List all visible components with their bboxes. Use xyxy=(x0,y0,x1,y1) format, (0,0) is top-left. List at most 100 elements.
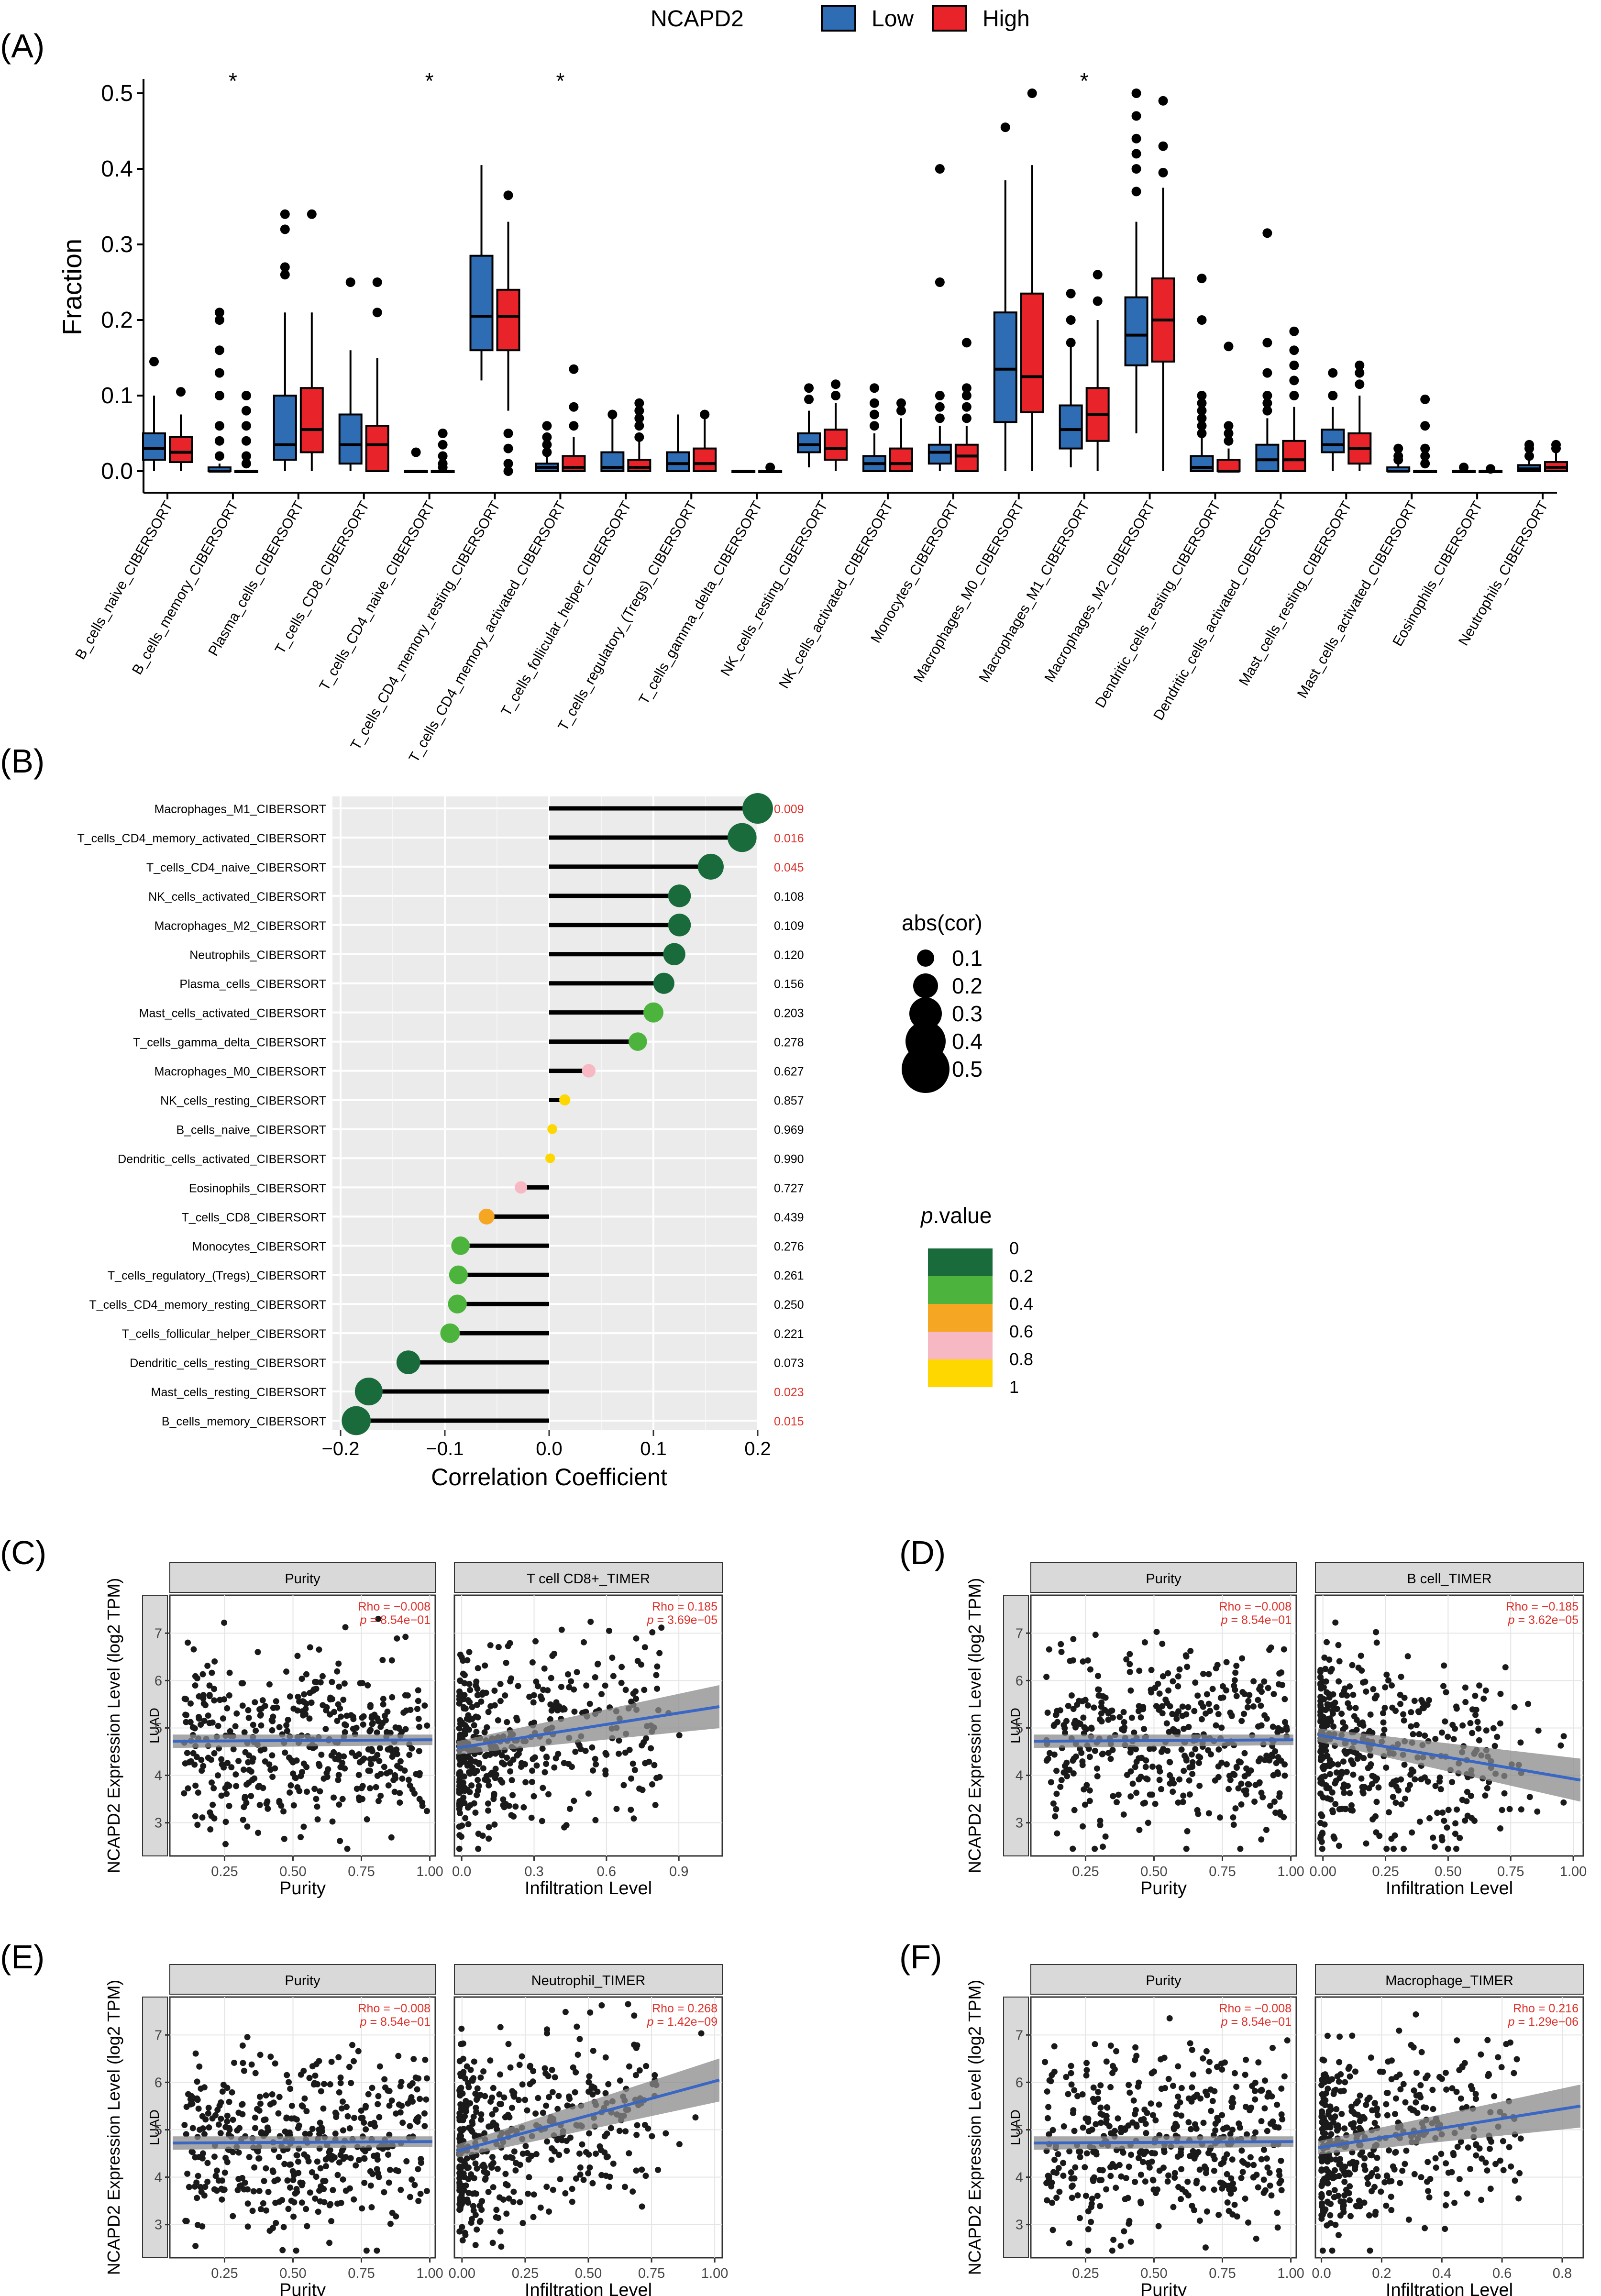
scatter-point xyxy=(494,2165,501,2172)
scatter-point xyxy=(550,2186,556,2193)
scatter-point xyxy=(1187,2152,1193,2159)
scatter-point xyxy=(303,1764,310,1770)
scatter-point xyxy=(261,2178,267,2185)
scatter-point xyxy=(676,1732,683,1739)
scatter-point xyxy=(1192,2121,1198,2128)
scatter-point xyxy=(189,2125,196,2131)
box-outlier xyxy=(1131,111,1141,121)
scatter-point xyxy=(397,1758,404,1765)
scatter-point xyxy=(294,1784,301,1791)
scatter-point xyxy=(1187,2040,1193,2047)
scatter-point xyxy=(480,1765,486,1772)
box-outlier xyxy=(1355,368,1365,378)
scatter-point xyxy=(543,1761,550,1767)
scatter-point xyxy=(1338,1691,1345,1698)
scatter-point xyxy=(1097,1817,1104,1824)
scatter-point xyxy=(1382,1684,1389,1690)
scatter-point xyxy=(286,2129,293,2136)
scatter-point xyxy=(1368,2054,1374,2061)
scatter-point xyxy=(320,1775,327,1782)
scatter-point xyxy=(294,2189,300,2196)
scatter-point xyxy=(188,2148,195,2155)
legend-title: NCAPD2 xyxy=(651,6,744,32)
box-low xyxy=(1190,455,1214,473)
scatter-point xyxy=(1408,2042,1414,2048)
scatter-point xyxy=(1473,2152,1480,2159)
scatter-point xyxy=(1042,2059,1049,2065)
scatter-point xyxy=(358,2115,364,2121)
scatter-point xyxy=(375,1798,382,1804)
scatter-point xyxy=(1137,1714,1144,1721)
scatter-point xyxy=(1058,1648,1065,1655)
y-tick-label: 0.0 xyxy=(101,459,133,484)
scatter-point xyxy=(1060,2172,1067,2179)
scatter-point xyxy=(1261,1757,1268,1764)
scatter-point xyxy=(472,2160,479,2167)
scatter-point xyxy=(210,1785,217,1791)
box-outlier xyxy=(542,447,552,457)
scatter-point xyxy=(1252,2129,1259,2136)
scatter-point xyxy=(212,2173,219,2179)
scatter-point xyxy=(504,1719,510,1725)
scatter-point xyxy=(604,2130,610,2137)
scatter-point xyxy=(1113,2048,1120,2054)
scatter-point xyxy=(1063,1759,1070,1766)
scatter-point xyxy=(1438,1729,1445,1736)
scatter-point xyxy=(1276,2180,1283,2186)
scatter-point xyxy=(1406,1782,1413,1788)
scatter-point xyxy=(471,2058,477,2065)
scatter-point xyxy=(336,1683,342,1690)
scatter-point xyxy=(421,2110,428,2117)
scatter-point xyxy=(1350,1691,1357,1698)
scatter-point xyxy=(1397,2086,1404,2093)
scatter-point xyxy=(543,1754,550,1760)
scatter-point xyxy=(505,2041,512,2047)
scatter-point xyxy=(1332,1700,1338,1706)
scatter-point xyxy=(302,2130,309,2137)
box-outlier xyxy=(241,459,251,469)
scatter-point xyxy=(530,2068,537,2075)
p-value-label: 0.276 xyxy=(774,1240,804,1253)
y-tick-label: 0.4 xyxy=(101,156,133,182)
scatter-point xyxy=(1383,1671,1390,1678)
scatter-point xyxy=(473,1682,479,1689)
scatter-point xyxy=(1043,1674,1050,1680)
scatter-point xyxy=(477,2218,484,2224)
scatter-point xyxy=(337,1838,343,1844)
scatter-point xyxy=(1250,1703,1257,1710)
scatter-point xyxy=(481,2168,487,2175)
scatter-point xyxy=(1079,1758,1086,1765)
scatter-point xyxy=(335,1772,342,1778)
scatter-point xyxy=(1130,2097,1137,2104)
scatter-point xyxy=(246,2154,253,2161)
y-tick-label: 3 xyxy=(155,1816,162,1831)
scatter-point xyxy=(222,2124,229,2130)
scatter-point xyxy=(235,1758,242,1765)
scatter-point xyxy=(1224,2199,1231,2206)
scatter-point xyxy=(1100,1843,1106,1850)
y-tick-label: 3 xyxy=(155,2218,162,2233)
scatter-point xyxy=(1149,1791,1156,1798)
scatter-point xyxy=(656,1774,663,1780)
scatter-point xyxy=(1237,1759,1244,1766)
scatter-point xyxy=(1449,2085,1456,2092)
scatter-point xyxy=(1044,2197,1050,2204)
scatter-point xyxy=(1056,2188,1063,2195)
scatter-point xyxy=(477,2074,484,2081)
lollipop-dot xyxy=(668,884,691,907)
box-outlier xyxy=(961,402,972,412)
scatter-point xyxy=(571,1708,578,1715)
scatter-point xyxy=(367,1767,374,1774)
scatter-point xyxy=(484,1752,490,1758)
scatter-point xyxy=(462,2232,469,2239)
scatter-point xyxy=(1560,1799,1567,1806)
scatter-point xyxy=(456,1810,463,1817)
row-label: T_cells_regulatory_(Tregs)_CIBERSORT xyxy=(108,1269,326,1282)
scatter-point xyxy=(1091,2098,1098,2105)
box-outlier xyxy=(214,308,224,318)
scatter-point xyxy=(1322,1666,1329,1672)
scatter-point xyxy=(199,1814,206,1821)
scatter-point xyxy=(1261,1678,1268,1685)
scatter-point xyxy=(585,1790,592,1797)
scatter-point xyxy=(254,2106,261,2112)
